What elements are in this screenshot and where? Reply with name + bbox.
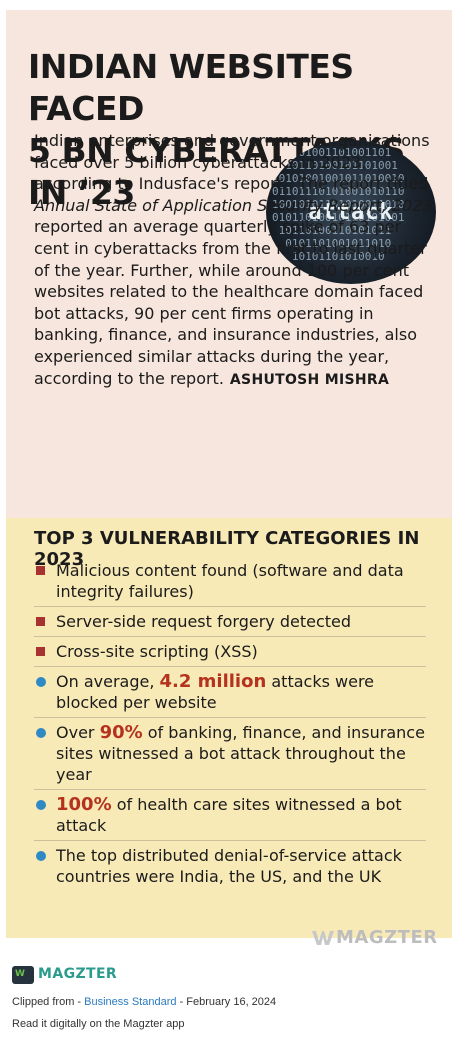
round-bullet-icon [36,851,46,861]
body-text-part-2: reported an average quarterly spike of 6… [34,217,427,388]
highlight-stat: 100% [56,794,112,815]
vulnerability-list: Malicious content found (software and da… [34,556,426,891]
list-item: 100% of health care sites witnessed a bo… [34,790,426,841]
list-item: Over 90% of banking, finance, and insura… [34,718,426,790]
vulnerability-panel [6,518,452,938]
byline: ASHUTOSH MISHRA [229,371,390,388]
panel-title: TOP 3 VULNERABILITY CATEGORIES IN 2023 [34,528,420,570]
square-bullet-icon [36,566,45,575]
list-item: Cross-site scripting (XSS) [34,637,426,667]
publication-link[interactable]: Business Standard [84,996,177,1008]
report-title: Annual State of Application Security Rep… [34,195,433,215]
binary-background-graphic: 1001001101001101 010110100101101001 1010… [272,146,405,263]
attack-image: 1001001101001101 010110100101101001 1010… [266,140,436,284]
list-item: On average, 4.2 million attacks were blo… [34,667,426,718]
list-item: Server-side request forgery detected [34,607,426,637]
round-bullet-icon [36,800,46,810]
headline: INDIAN WEBSITES FACED 5 BN CYBERATTACKS … [28,46,448,214]
square-bullet-icon [36,647,45,656]
article-body: Indian enterprises and government organi… [34,130,434,391]
footer-brand: MAGZTER [38,966,118,982]
clip-source: Clipped from - Business Standard - Febru… [12,996,277,1008]
round-bullet-icon [36,728,46,738]
magzter-mark-icon [312,931,334,945]
watermark: MAGZTER [312,927,438,948]
list-item: Malicious content found (software and da… [34,556,426,607]
highlight-stat: 4.2 million [159,671,267,692]
square-bullet-icon [36,617,45,626]
body-text-part-1: Indian enterprises and government organi… [34,131,430,194]
highlight-stat: 90% [99,722,143,743]
headline-line-1: INDIAN WEBSITES FACED [28,47,354,128]
magzter-logo-icon: W [12,966,34,984]
round-bullet-icon [36,677,46,687]
read-digitally-note: Read it digitally on the Magzter app [12,1018,185,1030]
list-item: The top distributed denial-of-service at… [34,841,426,891]
attack-word: attack [308,200,394,225]
